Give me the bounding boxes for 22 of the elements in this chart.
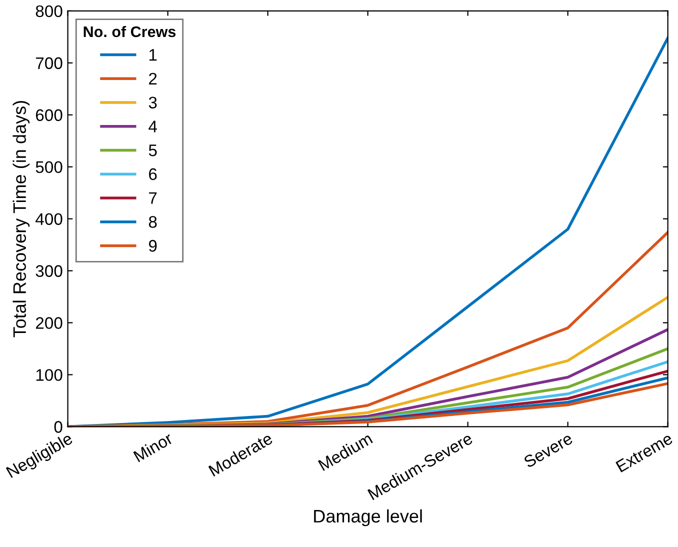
legend-label: 7 [149,192,157,204]
legend-label: 3 [148,96,157,108]
y-tick-label: 200 [36,317,62,329]
y-tick-label: 600 [36,109,62,122]
legend-label: 9 [148,240,157,252]
legend-label: 8 [148,216,157,228]
y-tick-label: 700 [36,57,62,70]
y-tick-label: 0 [54,421,62,433]
y-tick-label: 400 [36,213,62,226]
y-tick-label: 100 [36,369,62,381]
y-axis-title: Total Recovery Time (in days) [12,101,30,338]
legend-label: 6 [149,168,157,180]
legend-label: 1 [149,49,157,61]
legend-title: No. of Crews [84,26,176,38]
y-tick-label: 500 [36,161,62,174]
legend-label: 4 [148,120,157,132]
x-axis-title: Damage level [314,509,422,526]
legend-label: 2 [149,72,157,84]
y-tick-label: 800 [36,5,62,18]
legend-label: 5 [148,144,157,156]
y-tick-label: 300 [36,265,62,277]
x-tick-label: Minor [132,432,174,462]
